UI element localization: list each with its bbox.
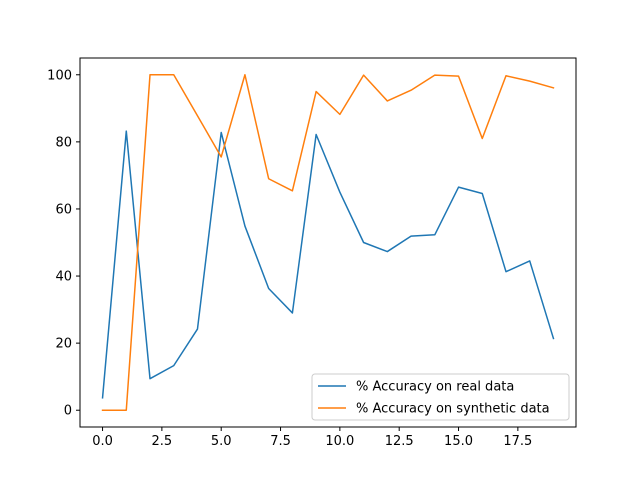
legend: % Accuracy on real data % Accuracy on syn… — [311, 373, 570, 421]
legend-box — [311, 373, 570, 421]
y-tick-label: 60 — [55, 202, 72, 217]
x-tick-label: 2.5 — [152, 434, 173, 449]
plot-frame — [79, 57, 577, 428]
y-tick-label: 0 — [64, 404, 72, 419]
x-tick-label: 12.5 — [385, 434, 414, 449]
x-tick-label: 15.0 — [444, 434, 473, 449]
x-tick-label: 0.0 — [92, 434, 113, 449]
x-tick-label: 5.0 — [211, 434, 232, 449]
legend-label-1: % Accuracy on synthetic data — [356, 402, 550, 417]
y-tick-label: 100 — [47, 68, 72, 83]
series-line-1 — [101, 74, 555, 411]
x-tick-label: 10.0 — [325, 434, 354, 449]
legend-label-0: % Accuracy on real data — [356, 380, 514, 395]
y-tick-label: 80 — [55, 135, 72, 150]
y-tick-label: 40 — [55, 270, 72, 285]
series-line-0 — [101, 130, 555, 399]
axis-layer: 0.0 2.5 5.0 7.5 10.0 12.5 15.0 17.5 0 20 40 60 80 100 — [47, 68, 532, 449]
y-tick-label: 20 — [55, 337, 72, 352]
series-layer — [101, 74, 555, 411]
x-tick-label: 7.5 — [270, 434, 291, 449]
x-tick-label: 17.5 — [503, 434, 532, 449]
